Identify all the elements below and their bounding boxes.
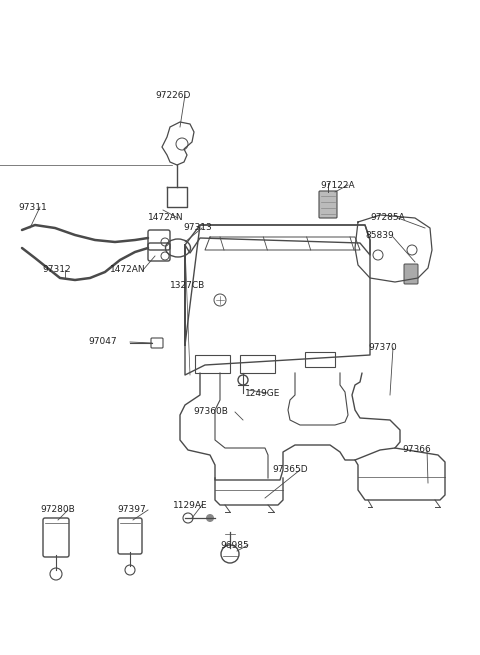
Text: 85839: 85839 xyxy=(365,231,394,240)
Text: 96985: 96985 xyxy=(220,540,249,550)
Text: 97360B: 97360B xyxy=(193,407,228,417)
Circle shape xyxy=(206,514,214,522)
Text: 97285A: 97285A xyxy=(370,214,405,223)
Text: 1472AN: 1472AN xyxy=(110,265,145,274)
Text: 97122A: 97122A xyxy=(320,181,355,189)
Text: 97312: 97312 xyxy=(42,265,71,274)
Text: 1327CB: 1327CB xyxy=(170,280,205,290)
Text: 97365D: 97365D xyxy=(272,466,308,474)
Text: 97370: 97370 xyxy=(368,343,397,352)
Bar xyxy=(240,355,275,373)
Text: 97313: 97313 xyxy=(183,223,212,233)
FancyBboxPatch shape xyxy=(404,264,418,284)
FancyBboxPatch shape xyxy=(319,191,337,218)
Text: 97226D: 97226D xyxy=(155,90,191,100)
Text: 97397: 97397 xyxy=(117,506,146,514)
Text: 97311: 97311 xyxy=(18,202,47,212)
Text: 1472AN: 1472AN xyxy=(148,214,184,223)
Text: 1249GE: 1249GE xyxy=(245,388,280,398)
Bar xyxy=(195,355,230,373)
Text: 97366: 97366 xyxy=(402,445,431,455)
Bar xyxy=(305,352,335,367)
Text: 1129AE: 1129AE xyxy=(173,500,208,510)
Text: 97280B: 97280B xyxy=(40,506,75,514)
Text: 97047: 97047 xyxy=(88,337,117,346)
